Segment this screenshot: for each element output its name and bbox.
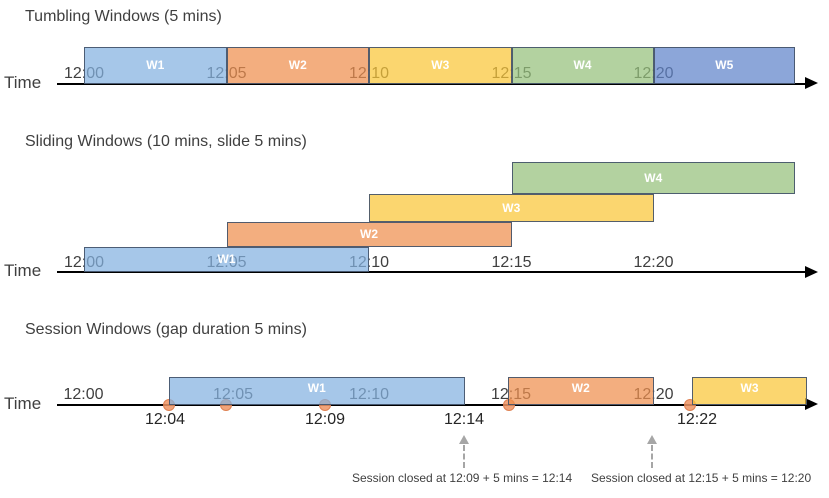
dashed-arrow-stem — [463, 445, 465, 468]
window-label: W1 — [146, 58, 165, 72]
window-box: W2 — [508, 377, 654, 405]
event-time-label: 12:14 — [443, 411, 485, 428]
window-label: W4 — [644, 170, 663, 185]
time-axis-label: Time — [4, 73, 42, 92]
section-title-session: Session Windows (gap duration 5 mins) — [25, 321, 307, 338]
axis-arrow-icon — [805, 398, 818, 410]
window-label: W2 — [571, 381, 590, 395]
time-axis — [57, 271, 807, 273]
section-title-tumbling: Tumbling Windows (5 mins) — [25, 8, 222, 25]
window-box: W2 — [226, 221, 512, 247]
window-box: W4 — [511, 161, 795, 194]
window-box: W4 — [511, 46, 654, 84]
window-box: W3 — [692, 377, 807, 405]
time-axis-label: Time — [4, 394, 42, 413]
window-box: W1 — [84, 246, 369, 272]
window-label: W4 — [573, 58, 592, 72]
window-label: W3 — [740, 381, 759, 395]
event-time-label: 12:09 — [304, 411, 346, 428]
window-label: W2 — [360, 227, 378, 242]
tick-label: 12:00 — [63, 386, 104, 403]
window-label: W1 — [307, 381, 326, 395]
axis-arrow-icon — [805, 77, 818, 89]
annotation-session-closed-1214: Session closed at 12:09 + 5 mins = 12:14 — [352, 471, 573, 485]
window-label: W3 — [431, 58, 450, 72]
window-box: W1 — [84, 46, 227, 84]
time-axis — [57, 82, 807, 85]
time-axis — [57, 403, 807, 406]
tick-label: 12:20 — [633, 253, 674, 271]
event-time-label: 12:04 — [144, 411, 186, 428]
window-label: W3 — [502, 200, 521, 215]
window-box: W5 — [653, 46, 795, 84]
axis-arrow-icon — [805, 265, 818, 278]
event-time-label: 12:22 — [676, 411, 718, 428]
window-box: W2 — [226, 46, 369, 84]
dashed-arrow-icon — [646, 435, 657, 444]
dashed-arrow-stem — [650, 445, 653, 468]
window-box: W1 — [168, 377, 465, 405]
window-label: W2 — [288, 58, 307, 72]
annotation-session-closed-1220: Session closed at 12:15 + 5 mins = 12:20 — [591, 471, 812, 485]
dashed-arrow-icon — [459, 435, 469, 444]
window-label: W1 — [217, 252, 236, 267]
window-box: W3 — [369, 193, 654, 222]
tick-label: 12:15 — [491, 253, 532, 271]
time-axis-label: Time — [4, 261, 42, 280]
section-title-sliding: Sliding Windows (10 mins, slide 5 mins) — [25, 133, 307, 150]
window-label: W5 — [715, 58, 734, 72]
window-box: W3 — [369, 46, 512, 84]
